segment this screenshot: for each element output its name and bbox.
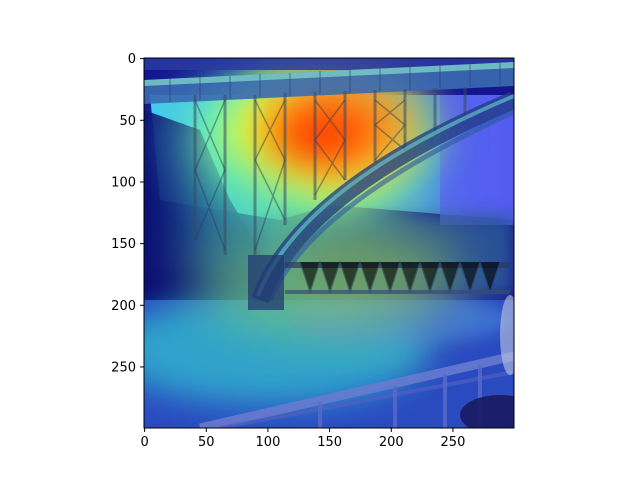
x-tick-label: 100 (256, 435, 281, 450)
y-tick-label: 250 (111, 360, 136, 375)
x-tick-label: 0 (140, 435, 148, 450)
y-tick-label: 200 (111, 299, 136, 314)
x-tick-label: 200 (379, 435, 404, 450)
x-tick-label: 150 (317, 435, 342, 450)
heatmap-image (144, 58, 514, 428)
y-axis: 0 50 100 150 200 250 (111, 52, 144, 375)
x-axis: 0 50 100 150 200 250 (140, 428, 465, 450)
y-tick-label: 50 (119, 114, 136, 129)
y-tick-label: 150 (111, 237, 136, 252)
y-tick-label: 0 (128, 52, 136, 67)
axes-frame (143, 57, 515, 429)
x-tick-label: 250 (441, 435, 466, 450)
y-tick-label: 100 (111, 175, 136, 190)
x-tick-label: 50 (198, 435, 215, 450)
